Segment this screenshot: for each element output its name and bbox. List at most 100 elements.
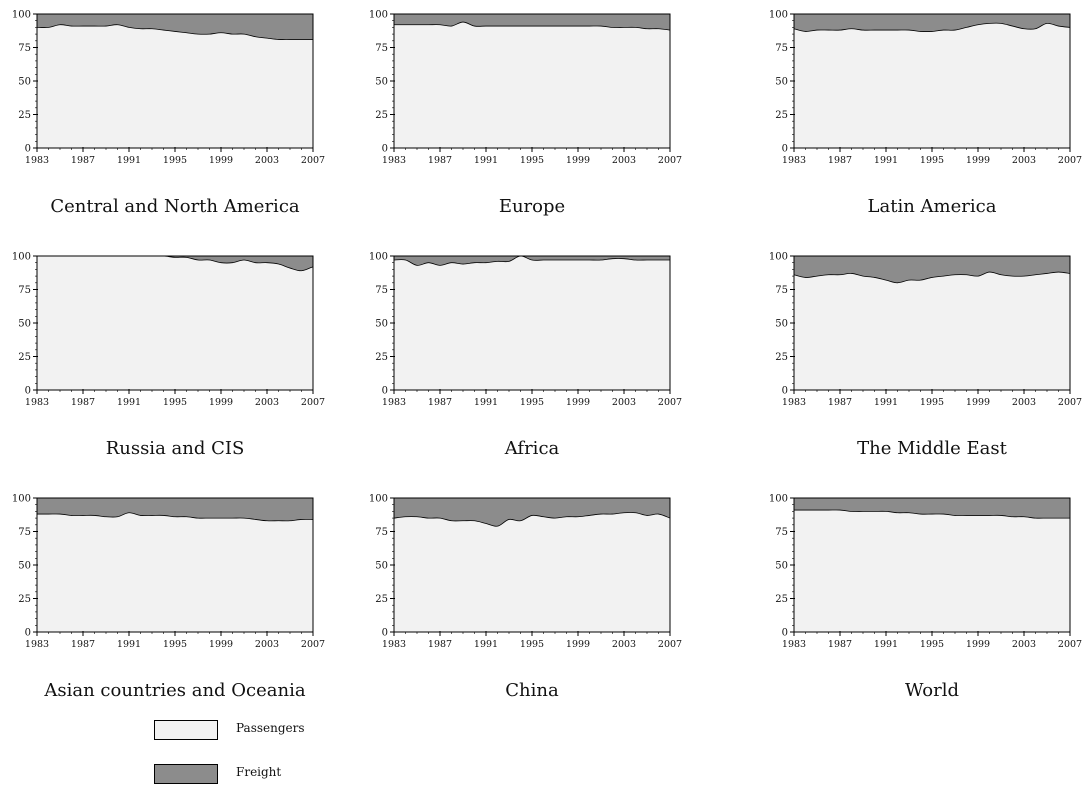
panel-8-xtick-label: 1999	[566, 639, 590, 650]
panel-6-xtick-label: 1999	[966, 397, 990, 408]
panel-8-xtick-label: 1987	[428, 639, 452, 650]
panel-6-boundary-line	[793, 271, 1071, 284]
panel-5-ytick-label: 0	[382, 386, 388, 397]
panel-4-passengers-area	[37, 255, 313, 390]
panel-5-xtick-label: 1999	[566, 397, 590, 408]
panel-6-ytick-label: 0	[782, 386, 788, 397]
panel-2-xtick-label: 1983	[382, 155, 406, 166]
panel-7-boundary-line	[37, 512, 314, 522]
panel-8-chart: 0 25 50 75 100 1983 1987 1991 1995 1999 2003 2007	[369, 494, 682, 651]
panel-2-ytick-label: 25	[375, 110, 388, 121]
panel-7-xtick-label: 1983	[25, 639, 49, 650]
panel-2-boundary-line	[393, 21, 671, 31]
panel-7-passengers-area	[37, 512, 313, 632]
panel-1-xtick-label: 1987	[71, 155, 95, 166]
panel-3-xtick-label: 1999	[966, 155, 990, 166]
panel-5-ytick-label: 100	[369, 252, 388, 263]
panel-3-passengers-area	[794, 23, 1070, 148]
panel-1-xtick-label: 1999	[209, 155, 233, 166]
panel-5-boundary-line	[393, 255, 670, 266]
panel-2-passengers-area	[394, 22, 670, 148]
panel-5-xtick-label: 1995	[520, 397, 544, 408]
panel-6-xtick-label: 1991	[874, 397, 898, 408]
panel-1-chart: 0 25 50 75 100 1983 1987 1991 1995 1999 2003 2007	[12, 10, 325, 167]
panel-7-ytick-label: 0	[25, 628, 31, 639]
panel-9-xtick-label: 1991	[874, 639, 898, 650]
panel-1-xtick-label: 2003	[255, 155, 279, 166]
panel-5-xtick-label: 1991	[474, 397, 498, 408]
panel-4-xtick-label: 1999	[209, 397, 233, 408]
panel-6-xtick-label: 1983	[782, 397, 806, 408]
panel-2-xtick-label: 2003	[612, 155, 636, 166]
panel-9-xtick-label: 2007	[1058, 639, 1082, 650]
panel-5-chart: 0 25 50 75 100 1983 1987 1991 1995 1999 2003 2007	[369, 252, 682, 409]
panel-7-ytick-label: 50	[18, 561, 31, 572]
panel-3-ytick-label: 75	[775, 43, 788, 54]
panel-5-ytick-label: 75	[375, 285, 388, 296]
panel-5-xtick-label: 2007	[658, 397, 682, 408]
panel-8-xtick-label: 1983	[382, 639, 406, 650]
panel-2-chart: 0 25 50 75 100 1983 1987 1991 1995 1999 2003 2007	[369, 10, 682, 167]
panel-1-ytick-label: 25	[18, 110, 31, 121]
panel-3-ytick-label: 0	[782, 144, 788, 155]
panel-5-xtick-label: 1987	[428, 397, 452, 408]
panel-2-title: Europe	[498, 196, 566, 217]
panel-3-xtick-label: 1991	[874, 155, 898, 166]
panel-7-xtick-label: 2003	[255, 639, 279, 650]
panel-4-ytick-label: 75	[18, 285, 31, 296]
panel-6-chart: 0 25 50 75 100 1983 1987 1991 1995 1999 2003 2007	[769, 252, 1082, 409]
panel-2-xtick-label: 2007	[658, 155, 682, 166]
panel-1-ytick-label: 0	[25, 144, 31, 155]
panel-9-ytick-label: 75	[775, 527, 788, 538]
panel-7-ytick-label: 100	[12, 494, 31, 505]
panel-1-passengers-area	[37, 24, 313, 148]
panel-4-xtick-label: 2003	[255, 397, 279, 408]
panel-4-ytick-label: 50	[18, 319, 31, 330]
passengers-label: Passengers	[236, 721, 305, 735]
panel-2-ytick-label: 75	[375, 43, 388, 54]
panel-3-ytick-label: 50	[775, 77, 788, 88]
panel-4-xtick-label: 2007	[301, 397, 325, 408]
panel-9-passengers-area	[794, 509, 1070, 632]
freight-label: Freight	[236, 765, 282, 779]
panel-6-xtick-label: 1987	[828, 397, 852, 408]
panel-8-ytick-label: 75	[375, 527, 388, 538]
panel-8-ytick-label: 25	[375, 594, 388, 605]
panel-8-xtick-label: 1991	[474, 639, 498, 650]
panel-7-xtick-label: 1991	[117, 639, 141, 650]
panel-9-xtick-label: 1987	[828, 639, 852, 650]
panel-4-title: Russia and CIS	[105, 438, 245, 459]
panel-5-ytick-label: 25	[375, 352, 388, 363]
panel-6-title: The Middle East	[857, 438, 1007, 459]
panel-3-ytick-label: 100	[769, 10, 788, 21]
panel-1-xtick-label: 1991	[117, 155, 141, 166]
panel-1-ytick-label: 75	[18, 43, 31, 54]
panel-9-ytick-label: 25	[775, 594, 788, 605]
panel-5-ytick-label: 50	[375, 319, 388, 330]
panel-4-ytick-label: 100	[12, 252, 31, 263]
chart-grid: 0 25 50 75 100 1983 1987 1991 1995 1999 2003 2007 Ce…	[12, 10, 1082, 702]
panel-8-xtick-label: 1995	[520, 639, 544, 650]
panel-4-chart: 0 25 50 75 100 1983 1987 1991 1995 1999 2003 2007	[12, 252, 325, 409]
panel-3-xtick-label: 1983	[782, 155, 806, 166]
panel-7-chart: 0 25 50 75 100 1983 1987 1991 1995 1999 2003 2007	[12, 494, 325, 651]
panel-2-ytick-label: 0	[382, 144, 388, 155]
panel-6-xtick-label: 2003	[1012, 397, 1036, 408]
panel-3-xtick-label: 2007	[1058, 155, 1082, 166]
panel-8-title: China	[505, 680, 559, 701]
panel-1-xtick-label: 1995	[163, 155, 187, 166]
panel-4-xtick-label: 1991	[117, 397, 141, 408]
panel-7-xtick-label: 1987	[71, 639, 95, 650]
panel-2-xtick-label: 1987	[428, 155, 452, 166]
panel-1-ytick-label: 100	[12, 10, 31, 21]
panel-2-xtick-label: 1991	[474, 155, 498, 166]
panel-2-ytick-label: 100	[369, 10, 388, 21]
panel-9-ytick-label: 0	[782, 628, 788, 639]
panel-7-ytick-label: 75	[18, 527, 31, 538]
panel-5-title: Africa	[504, 438, 560, 459]
panel-9-boundary-line	[794, 509, 1070, 519]
panel-5-xtick-label: 1983	[382, 397, 406, 408]
panel-2-xtick-label: 1999	[566, 155, 590, 166]
panel-3-ytick-label: 25	[775, 110, 788, 121]
panel-1-title: Central and North America	[50, 196, 300, 217]
